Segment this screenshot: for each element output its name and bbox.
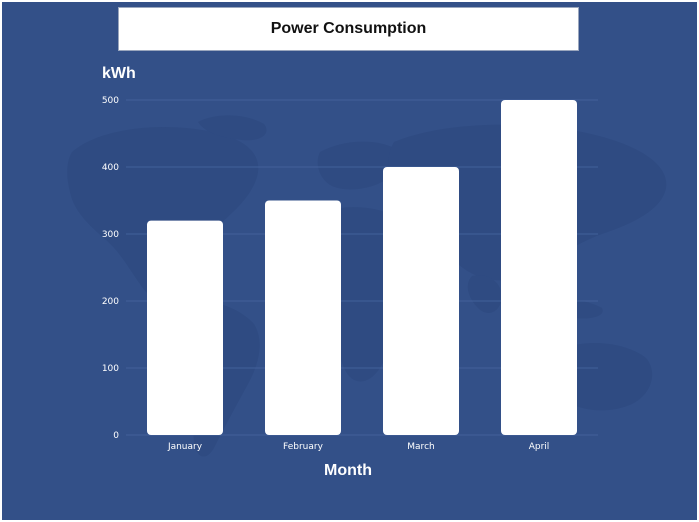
x-tick-label: January [167,442,203,452]
y-tick-label: 200 [102,297,119,307]
y-tick-label: 300 [102,230,119,240]
y-axis-title: kWh [102,65,136,82]
x-axis-title: Month [324,462,372,479]
bar-january[interactable] [147,220,223,435]
y-tick-labels: 0 100 200 300 400 500 [102,96,119,441]
y-tick-label: 400 [102,163,119,173]
y-tick-label: 100 [102,364,119,374]
bar-april[interactable] [501,100,577,435]
y-tick-label: 500 [102,96,119,106]
bar-february[interactable] [265,200,341,436]
x-tick-labels: January February March April [167,442,549,452]
y-tick-label: 0 [113,431,119,441]
bar-march[interactable] [383,167,459,435]
x-tick-label: February [283,442,324,452]
x-tick-label: March [407,442,434,452]
chart-title: Power Consumption [118,7,579,51]
x-tick-label: April [529,442,550,452]
bars [147,100,577,435]
